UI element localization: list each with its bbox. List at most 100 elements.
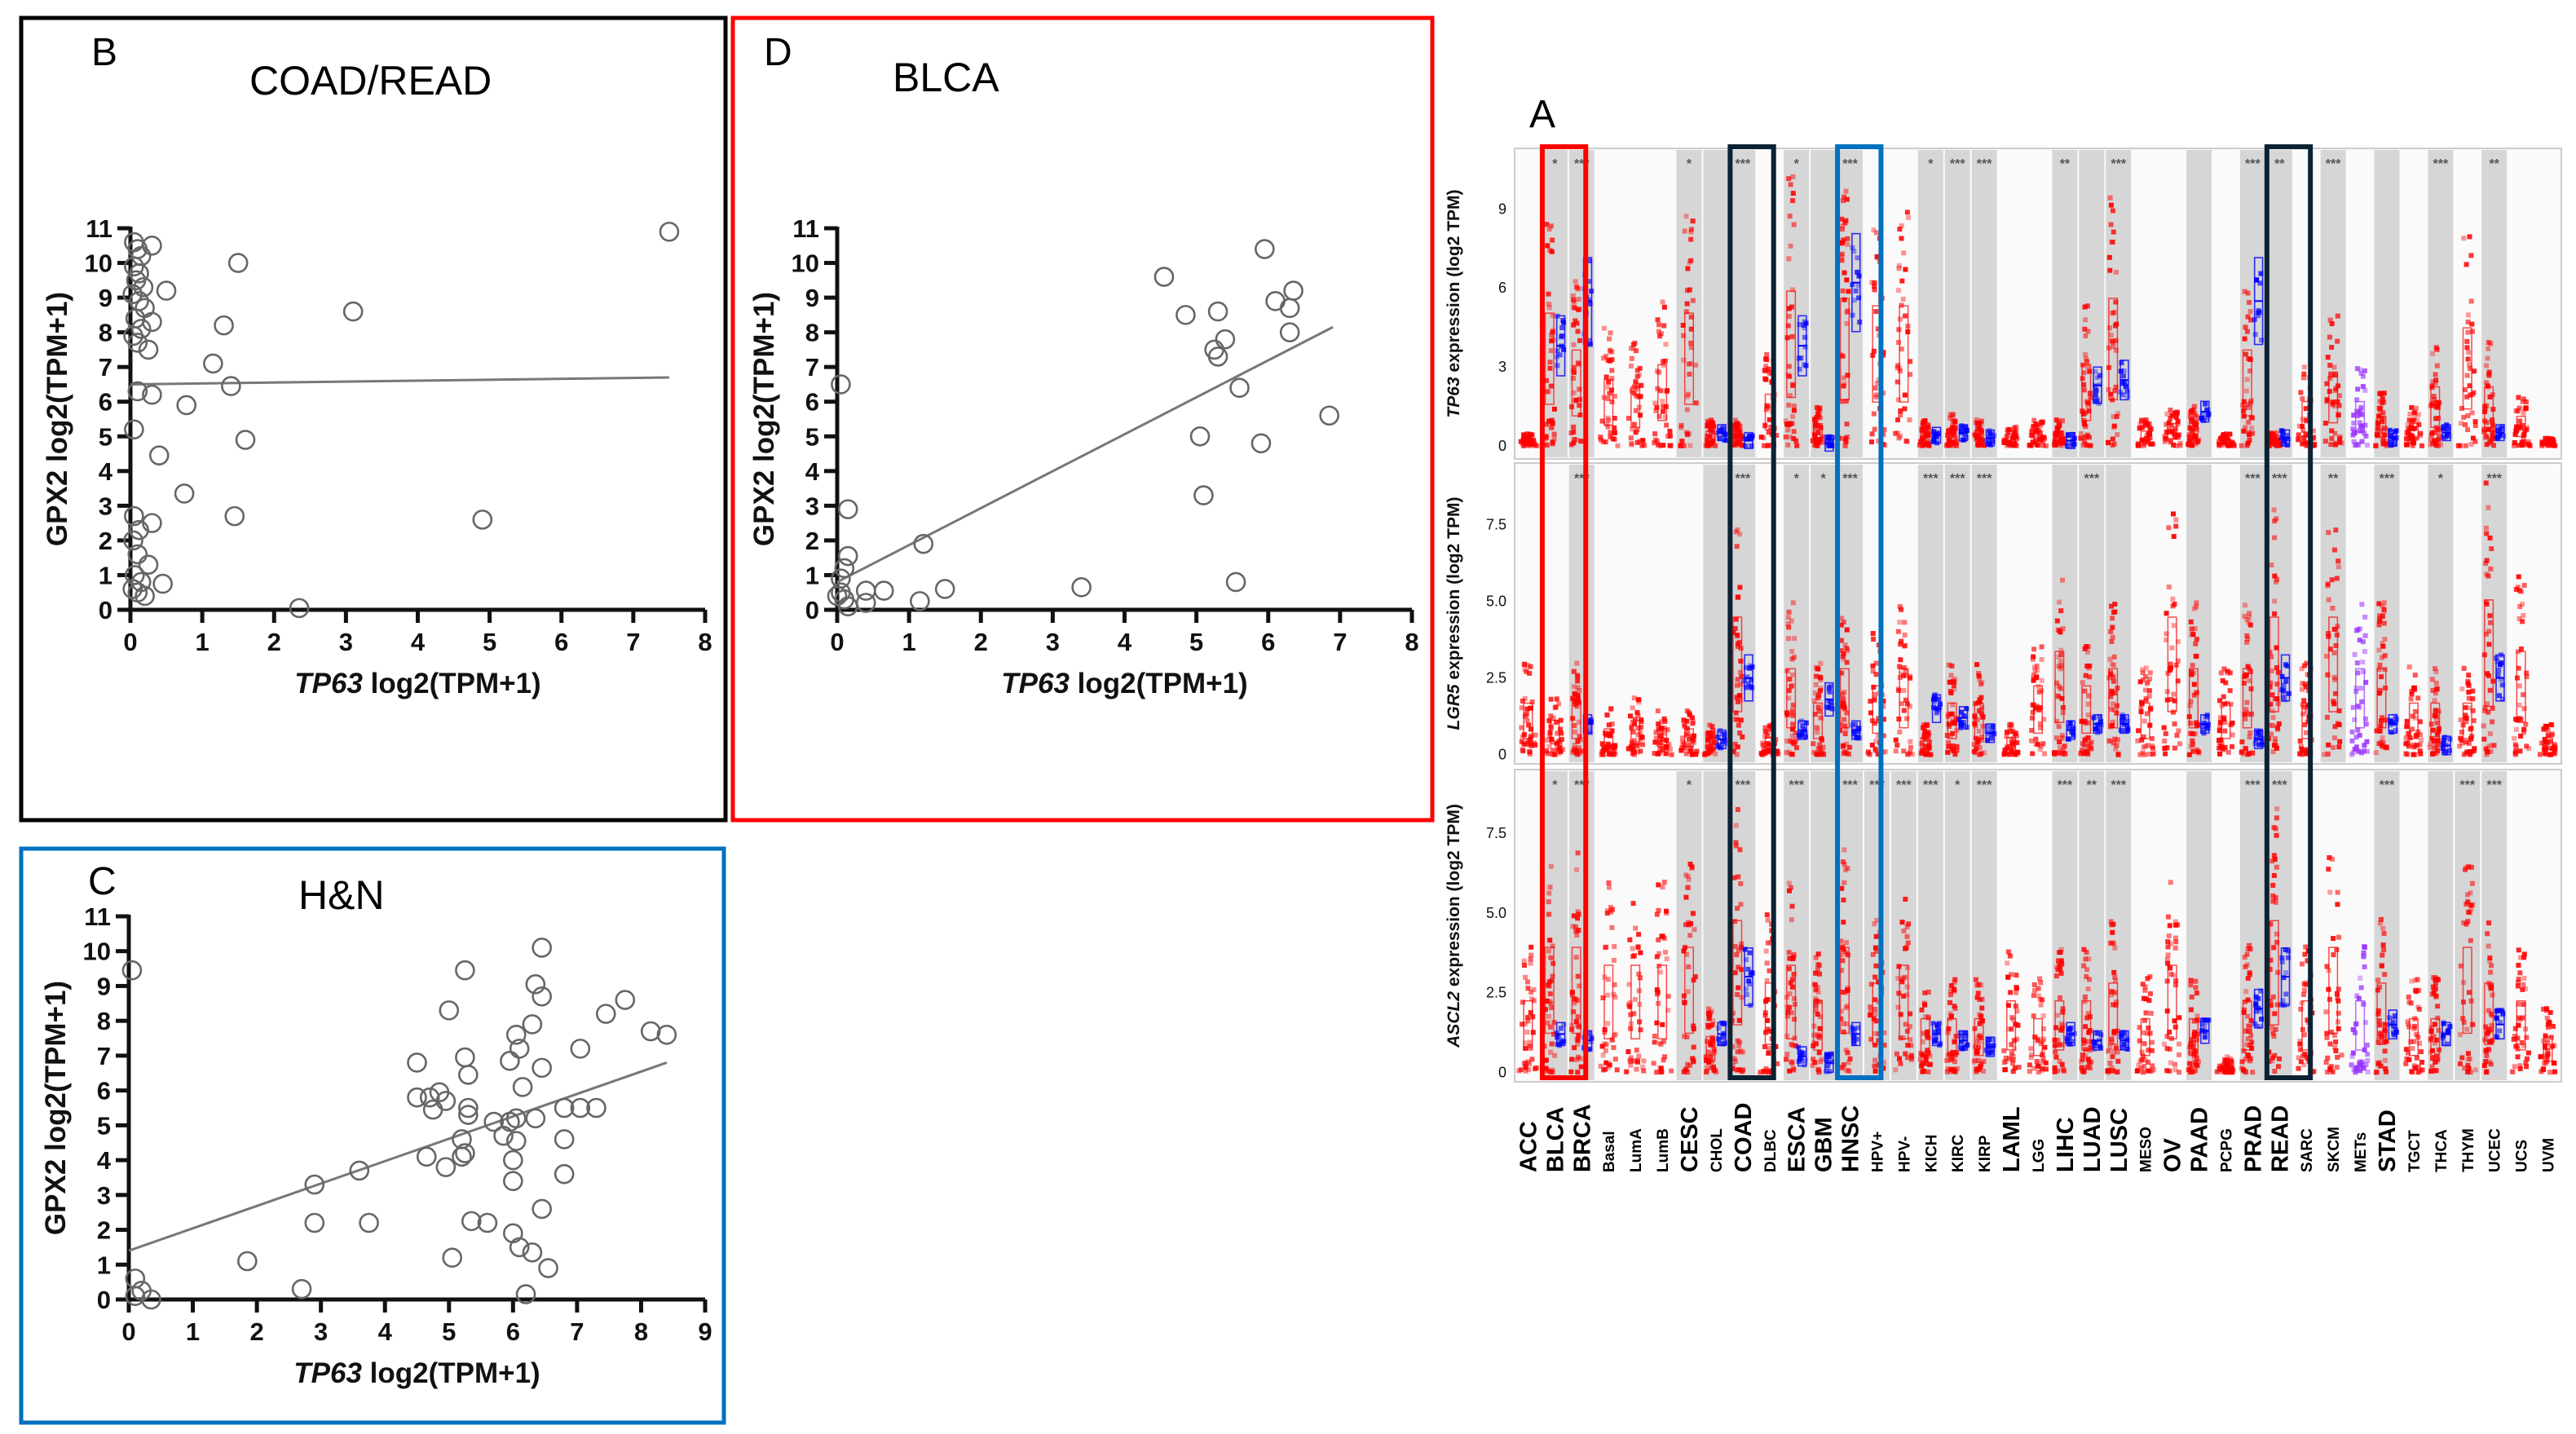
data-point [129,519,149,541]
tumor-box [1657,728,1668,748]
tumor-sample-point [2143,674,2149,680]
x-tick-label: 3 [339,628,353,656]
tumor-sample-point [1843,218,1849,223]
tumor-sample-point [2082,326,2088,332]
tumor-sample-point [1662,726,1668,731]
tumor-sample-point [1787,1004,1793,1010]
tumor-sample-point [2463,713,2468,718]
tumor-sample-point [1606,885,1612,890]
tumor-sample-point [1873,395,1879,400]
normal-sample-point [2256,313,2261,319]
tumor-sample-point [1923,751,1929,757]
tumor-sample-point [2112,602,2118,607]
tumor-sample-point [1652,1039,1657,1045]
tumor-sample-point [1520,734,1525,739]
tumor-sample-point [2329,435,2335,441]
tumor-sample-point [2014,435,2019,441]
tumor-sample-point [2274,430,2279,435]
tumor-sample-point [1733,529,1739,535]
tumor-sample-point [1881,426,1887,432]
tumor-box [2430,386,2441,429]
tumor-sample-point [2250,750,2256,756]
tumor-sample-point [1573,318,1578,324]
tumor-sample-point [2331,372,2337,377]
tumor-sample-point [1656,413,1662,419]
tumor-box [2462,702,2472,739]
tumor-sample-point [1733,435,1739,440]
tumor-sample-point [2466,350,2472,355]
tumor-sample-point [2169,645,2175,651]
tumor-sample-point [1546,890,1552,896]
tumor-sample-point [1606,752,1612,757]
tumor-sample-point [2355,727,2361,733]
tumor-sample-point [1636,1053,1642,1059]
tumor-sample-point [2458,443,2464,448]
tumor-sample-point [1683,214,1689,219]
tumor-sample-point [1872,696,1877,702]
tumor-sample-point [2311,443,2317,448]
y-tick-label: 3 [805,492,819,520]
tumor-sample-point [1548,713,1554,719]
tumor-sample-point [2244,443,2250,448]
tumor-sample-point [2035,668,2040,673]
tumor-sample-point [2524,670,2530,676]
category-marks-luad [2078,644,2104,757]
tumor-sample-point [2039,644,2044,650]
tumor-sample-point [1575,1014,1581,1020]
data-point [291,1278,312,1299]
panel-d-letter: D [764,31,792,74]
normal-sample-point [1931,704,1937,710]
tumor-sample-point [2488,748,2494,754]
tumor-sample-point [2164,421,2169,427]
tumor-sample-point [1683,731,1689,737]
tumor-sample-point [1520,443,1526,448]
tumor-sample-point [2112,323,2118,329]
tumor-sample-point [1765,748,1771,753]
data-point [522,1242,543,1263]
tumor-box [2543,440,2553,446]
tumor-sample-point [2378,723,2384,729]
tumor-sample-point [1872,1068,1878,1074]
tumor-sample-point [1924,430,1930,436]
tumor-sample-point [2431,393,2437,399]
tumor-sample-point [1786,314,1792,320]
tumor-sample-point [1638,736,1643,742]
tumor-sample-point [1846,1068,1852,1074]
category-marks-luma [1625,695,1645,757]
tumor-sample-point [2111,423,2117,429]
data-point [934,579,955,599]
normal-sample-point [2201,724,2207,730]
tumor-sample-point [1652,739,1658,745]
data-point [237,1251,258,1272]
tumor-sample-point [1689,752,1695,757]
tumor-sample-point [1786,176,1792,182]
tumor-sample-point [2243,673,2248,679]
normal-sample-point [1827,1053,1833,1059]
tumor-sample-point [2246,420,2252,426]
tumor-sample-point [2108,694,2114,699]
tumor-sample-point [2054,618,2060,624]
normal-sample-point [2070,432,2075,438]
tumor-sample-point [1901,665,1907,671]
tumor-sample-point [2415,695,2421,701]
tumor-sample-point [1520,1021,1525,1027]
tumor-sample-point [1546,1013,1551,1019]
normal-sample-point [2283,436,2289,442]
tumor-sample-point [2436,437,2441,443]
data-point [419,1087,440,1108]
tumor-sample-point [2194,720,2199,726]
tumor-sample-point [2169,413,2175,418]
tumor-sample-point [1765,917,1771,923]
tumor-sample-point [1632,340,1638,346]
tumor-sample-point [1947,688,1953,694]
tumor-sample-point [1604,744,1610,750]
tumor-sample-point [1736,1017,1742,1023]
tumor-sample-point [1633,430,1639,435]
tumor-sample-point [1519,725,1524,730]
tumor-sample-point [1845,308,1850,314]
tumor-sample-point [1904,701,1910,707]
category-marks-chol [1703,1006,1727,1075]
tumor-sample-point [1548,955,1554,960]
data-point [1071,577,1092,598]
tumor-sample-point [2470,688,2476,694]
